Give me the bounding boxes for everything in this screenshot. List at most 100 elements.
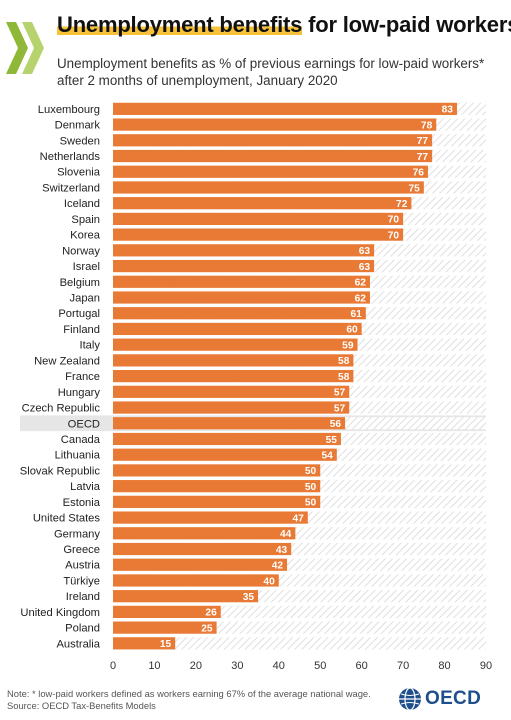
data-label: 58 <box>338 372 350 383</box>
data-label: 56 <box>330 419 342 430</box>
data-label: 50 <box>305 482 317 493</box>
category-label: Ireland <box>66 591 100 603</box>
x-tick-label: 90 <box>480 660 492 672</box>
category-label: Luxembourg <box>38 104 100 116</box>
category-label: Japan <box>70 293 100 305</box>
x-tick-label: 50 <box>314 660 326 672</box>
bar <box>113 181 424 194</box>
oecd-logo-text: OECD <box>425 688 482 709</box>
chart-subtitle: Unemployment benefits as % of previous e… <box>57 56 485 88</box>
bar <box>113 149 433 163</box>
chart-title: Unemployment benefits for low-paid worke… <box>57 12 511 38</box>
bar <box>113 558 288 571</box>
data-label: 25 <box>201 623 213 634</box>
bar <box>113 621 217 634</box>
data-label: 47 <box>292 513 304 524</box>
category-label: New Zealand <box>34 355 100 367</box>
bar-row: Switzerland 75 <box>42 181 486 194</box>
bar <box>113 448 337 461</box>
data-label: 61 <box>350 309 362 320</box>
bar <box>113 275 370 288</box>
bar-row: Italy 59 <box>79 338 486 352</box>
bar <box>113 118 437 131</box>
data-label: 35 <box>243 592 255 603</box>
data-label: 15 <box>160 639 172 650</box>
bar-chart: Luxembourg 83 Denmark 78 Sweden 77 Netherlands… <box>20 102 492 672</box>
data-label: 77 <box>417 136 429 147</box>
category-label: Germany <box>54 528 100 540</box>
data-label: 42 <box>272 561 284 572</box>
category-label: Latvia <box>70 481 101 493</box>
bar <box>113 354 354 367</box>
data-label: 62 <box>355 278 367 289</box>
data-label: 44 <box>280 529 292 540</box>
category-label: Lithuania <box>55 450 101 462</box>
category-label: Hungary <box>58 387 101 399</box>
category-label: Sweden <box>60 135 100 147</box>
x-tick-label: 60 <box>356 660 368 672</box>
category-label: Korea <box>70 230 101 242</box>
bar <box>113 480 321 493</box>
bar-row: Ireland 35 <box>66 590 486 603</box>
data-label: 58 <box>338 356 350 367</box>
bar <box>113 338 358 351</box>
category-label: Finland <box>63 324 100 336</box>
bar-row: Estonia 50 <box>63 495 486 509</box>
bar <box>113 291 370 304</box>
data-label: 62 <box>355 293 367 304</box>
bar-row: Denmark 78 <box>55 118 486 132</box>
category-label: Australia <box>56 638 100 650</box>
oecd-chevrons-icon <box>6 22 44 74</box>
bar <box>113 401 350 414</box>
category-label: OECD <box>68 418 100 430</box>
bar-row: Japan 62 <box>70 291 486 305</box>
bar <box>113 574 279 587</box>
bar-row: Canada 55 <box>61 432 486 446</box>
bar-row: Finland 60 <box>63 322 486 336</box>
bar-row: Korea 70 <box>70 228 486 242</box>
category-label: Switzerland <box>42 182 100 194</box>
bar <box>113 259 375 273</box>
bar-row: Austria 42 <box>65 558 486 572</box>
bar <box>113 637 176 650</box>
category-label: Estonia <box>63 497 101 509</box>
data-label: 57 <box>334 403 346 414</box>
category-label: Czech Republic <box>22 403 101 415</box>
bar <box>113 495 321 508</box>
data-label: 63 <box>359 262 371 273</box>
bar-row: Sweden 77 <box>60 134 486 147</box>
note-text: Note: * low-paid workers defined as work… <box>7 688 371 699</box>
bar-row: Czech Republic 57 <box>22 401 486 415</box>
data-label: 75 <box>408 183 420 194</box>
bar-row: France 58 <box>65 370 486 383</box>
category-label: Denmark <box>55 120 101 132</box>
category-label: Italy <box>79 340 100 352</box>
data-label: 83 <box>442 105 454 116</box>
bar-row: Slovak Republic 50 <box>20 464 486 477</box>
x-tick-label: 70 <box>397 660 409 672</box>
bar-row: Netherlands 77 <box>40 149 486 163</box>
category-label: Netherlands <box>40 151 101 163</box>
bar-row: Slovenia 76 <box>57 165 486 179</box>
oecd-logo: OECD <box>398 687 508 711</box>
bar-background <box>113 637 486 650</box>
bar-row: OECD 56 <box>20 415 486 432</box>
x-tick-label: 20 <box>190 660 202 672</box>
title-highlight: Unemployment benefits <box>57 12 303 37</box>
bar-row: Belgium 62 <box>60 275 486 289</box>
bar <box>113 370 354 383</box>
data-label: 57 <box>334 388 346 399</box>
bar <box>113 244 375 257</box>
bar-row: Latvia 50 <box>70 480 486 493</box>
bar-row: Poland 25 <box>65 621 486 635</box>
bar-row: Germany 44 <box>54 527 486 540</box>
category-label: France <box>65 371 100 383</box>
data-label: 70 <box>388 215 400 226</box>
category-label: Iceland <box>64 198 100 210</box>
data-label: 59 <box>342 340 354 351</box>
data-label: 72 <box>396 199 408 210</box>
bar-row: Türkiye 40 <box>63 574 486 587</box>
category-label: Israel <box>73 261 100 273</box>
category-label: Greece <box>63 544 100 556</box>
data-label: 26 <box>205 608 217 619</box>
